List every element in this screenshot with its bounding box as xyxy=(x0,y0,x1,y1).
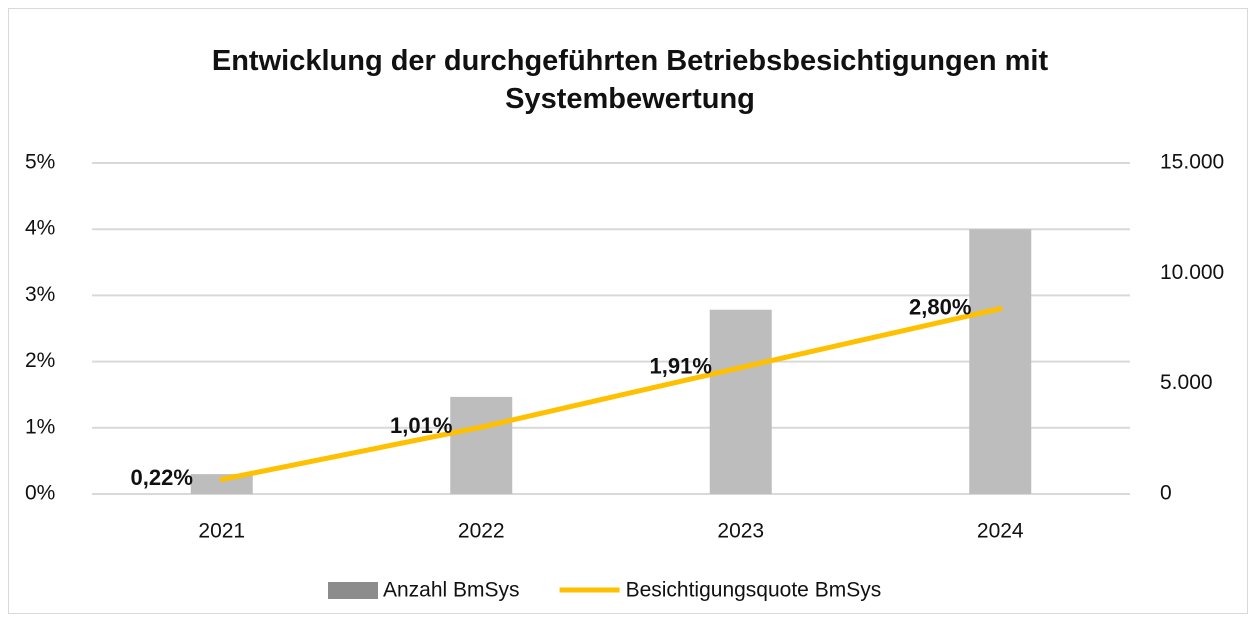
data-label: 1,91% xyxy=(650,353,712,378)
y-tick-label: 5% xyxy=(25,151,55,174)
data-label: 2,80% xyxy=(909,294,971,319)
legend-label: Besichtigungsquote BmSys xyxy=(626,579,882,602)
bar xyxy=(969,229,1032,494)
y2-tick-label: 15.000 xyxy=(1160,151,1224,174)
legend-swatch xyxy=(328,582,378,599)
x-tick-label: 2023 xyxy=(717,520,764,543)
y2-tick-label: 10.000 xyxy=(1160,261,1224,284)
bar xyxy=(450,396,513,494)
bar xyxy=(190,474,253,494)
line xyxy=(219,306,1003,482)
y2-tick-label: 5.000 xyxy=(1160,371,1213,394)
x-tick-label: 2022 xyxy=(458,520,505,543)
chart-frame xyxy=(8,8,1248,614)
y-tick-label: 2% xyxy=(25,349,55,372)
x-tick-label: 2024 xyxy=(977,520,1024,543)
y-tick-label: 0% xyxy=(25,482,55,505)
data-label: 0,22% xyxy=(131,465,193,490)
bar xyxy=(709,309,772,494)
x-tick-label: 2021 xyxy=(198,520,245,543)
y-tick-label: 4% xyxy=(25,217,55,240)
y-tick-label: 1% xyxy=(25,415,55,438)
chart-title: Entwicklung der durchgeführten Betriebsb… xyxy=(211,45,1049,115)
y-tick-label: 3% xyxy=(25,283,55,306)
y2-tick-label: 0 xyxy=(1160,482,1172,505)
legend-label: Anzahl BmSys xyxy=(383,579,520,602)
data-label: 1,01% xyxy=(390,413,452,438)
